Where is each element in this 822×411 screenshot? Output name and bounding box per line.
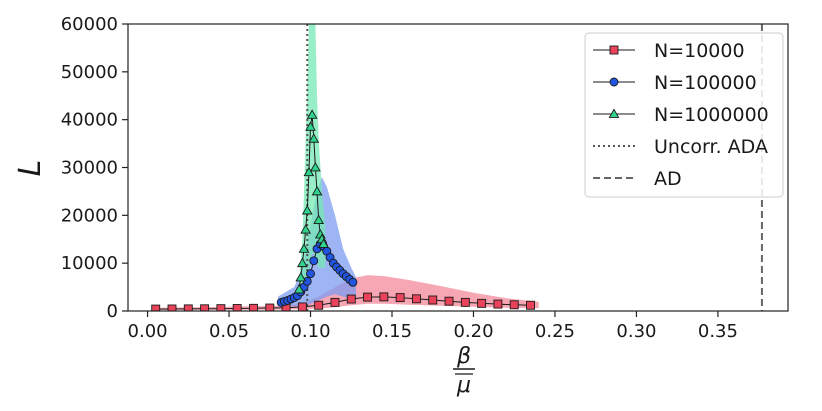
data-point (314, 300, 324, 310)
legend-label: AD (654, 168, 682, 190)
series-line (298, 114, 325, 290)
x-tick-label: 0.05 (209, 321, 249, 342)
data-point (305, 121, 316, 131)
x-axis-label-denominator: μ (456, 373, 471, 398)
data-point (308, 133, 320, 143)
data-point (477, 298, 487, 308)
legend-item: Uncorr. ADA (593, 136, 768, 158)
data-point (411, 294, 421, 304)
x-axis-label: β μ (453, 344, 475, 398)
data-point (310, 161, 321, 172)
x-tick-label: 0.30 (616, 321, 656, 342)
data-point (296, 257, 308, 268)
data-point (151, 304, 161, 311)
data-point (183, 304, 193, 311)
y-tick-label: 0 (107, 301, 118, 322)
data-point (306, 269, 315, 279)
data-point (428, 295, 438, 305)
data-point (249, 303, 258, 311)
y-tick-label: 60000 (61, 14, 118, 35)
data-point (395, 293, 405, 303)
data-point (379, 292, 389, 302)
data-point (346, 294, 356, 304)
y-tick-label: 10000 (61, 253, 118, 274)
series-3 (293, 109, 329, 294)
data-point (293, 283, 305, 294)
data-point (493, 299, 503, 309)
data-point (363, 292, 373, 302)
data-point (303, 166, 315, 177)
y-tick-label: 40000 (61, 110, 118, 131)
y-tick-label: 50000 (61, 62, 118, 83)
x-tick-label: 0.20 (453, 321, 493, 342)
data-point (265, 303, 275, 311)
series-1 (151, 292, 535, 311)
legend-label: N=10000 (654, 40, 745, 62)
legend-item: AD (593, 168, 682, 190)
data-point (167, 304, 177, 311)
y-axis: 0 10000 20000 30000 40000 50000 60000 (61, 14, 128, 322)
legend-marker (609, 77, 619, 87)
data-point (306, 109, 318, 119)
data-point (318, 238, 329, 248)
legend-marker (608, 108, 620, 118)
data-point (460, 297, 470, 307)
uncertainty-bands (155, 24, 539, 310)
data-point (216, 304, 226, 311)
legend-label: N=1000000 (654, 104, 769, 126)
x-tick-label: 0.15 (372, 321, 412, 342)
data-point (444, 296, 454, 306)
legend-item: N=10000 (593, 40, 745, 62)
data-point (200, 304, 210, 311)
y-tick-label: 20000 (61, 205, 118, 226)
data-point (330, 297, 340, 307)
x-tick-label: 0.25 (535, 321, 575, 342)
data-point (313, 214, 325, 225)
data-point (348, 277, 358, 287)
x-tick-label: 0.35 (698, 321, 738, 342)
data-point (309, 256, 319, 266)
data-point (300, 224, 312, 234)
data-point (509, 300, 519, 310)
data-point (298, 243, 310, 253)
legend-marker (609, 45, 619, 55)
legend: N=10000 N=100000 N=1000000 Uncorr. ADA AD (584, 32, 784, 198)
legend-label: N=100000 (654, 72, 757, 94)
x-axis-label-numerator: β (456, 344, 471, 369)
data-point (232, 304, 242, 311)
data-point (297, 302, 307, 311)
data-point (526, 300, 535, 310)
legend-frame (584, 32, 784, 198)
legend-label: Uncorr. ADA (654, 136, 768, 158)
data-point (295, 272, 307, 282)
data-point (301, 205, 313, 215)
x-tick-label: 0.00 (128, 321, 168, 342)
x-tick-label: 0.10 (290, 321, 330, 342)
y-tick-label: 30000 (61, 158, 118, 179)
data-point (311, 185, 323, 196)
data-series (151, 109, 535, 311)
x-axis: 0.00 0.05 0.10 0.15 0.20 0.25 0.30 0.35 (128, 311, 738, 342)
legend-item: N=1000000 (593, 104, 769, 126)
y-axis-label: L (13, 160, 48, 177)
legend-item: N=100000 (593, 72, 757, 94)
